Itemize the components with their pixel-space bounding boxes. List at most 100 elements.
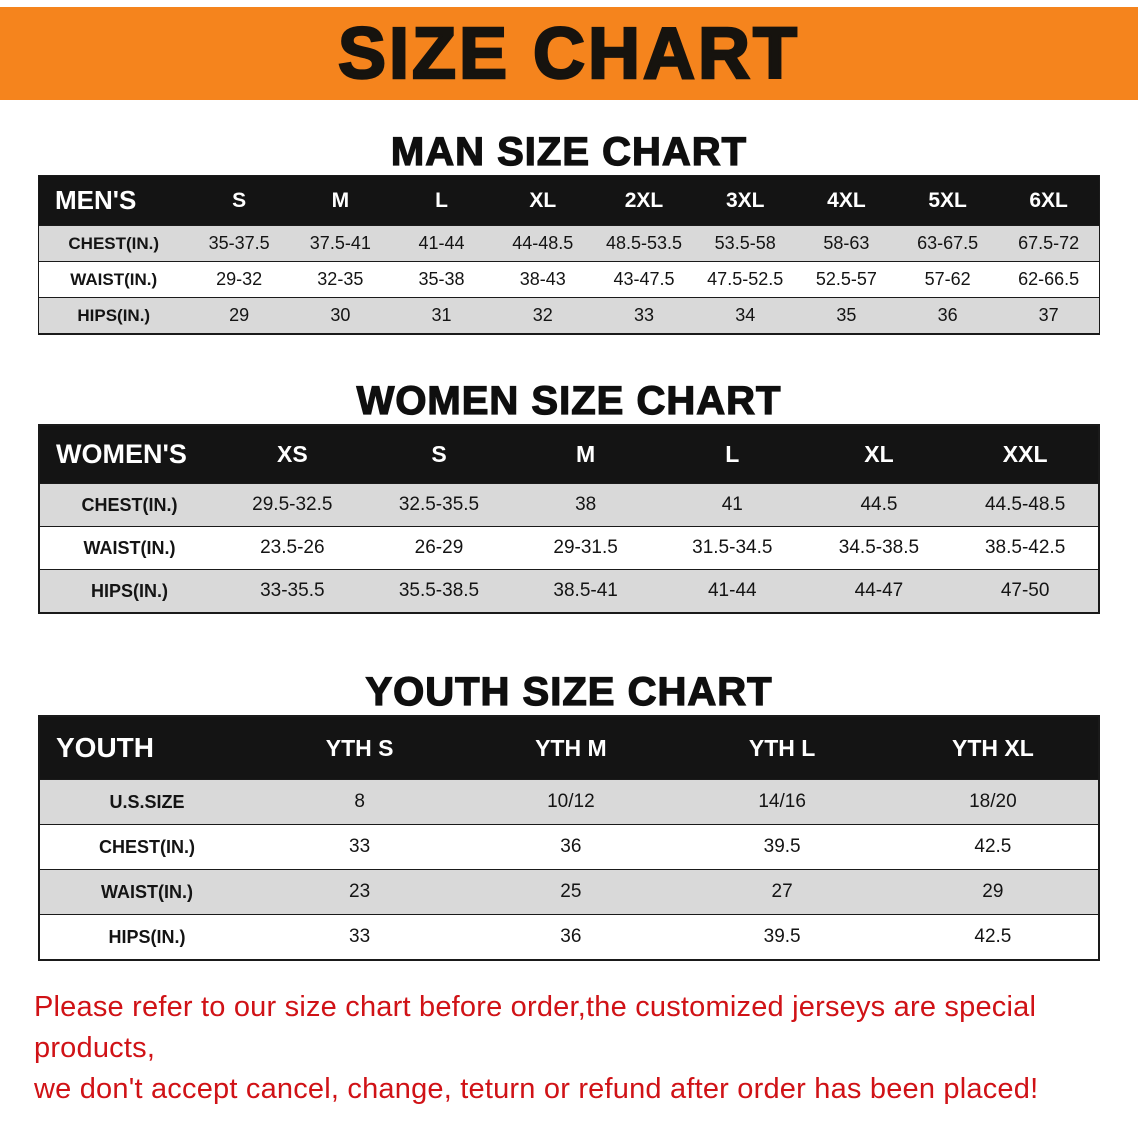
size-value-cell: 41 xyxy=(721,494,743,515)
table-header-row: MEN'S S M L XL 2XL 3XL 4XL 5XL 6XL xyxy=(38,175,1100,226)
size-column-header: YTH L xyxy=(676,716,888,780)
size-value-cell: 23 xyxy=(349,881,371,902)
size-value-cell: 18/20 xyxy=(969,791,1017,812)
row-label-cell: WAIST(IN.) xyxy=(70,269,158,289)
row-label-cell: CHEST(IN.) xyxy=(68,233,160,253)
banner-title: SIZE CHART xyxy=(337,13,800,94)
women-size-section: WOMEN SIZE CHART WOMEN'S XS S M L XL XXL CHEST(… xyxy=(0,378,1138,614)
size-value-cell: 35-38 xyxy=(418,269,465,289)
size-column-header: XS xyxy=(219,425,366,484)
size-value-cell: 57-62 xyxy=(924,269,971,289)
man-size-heading: MAN SIZE CHART xyxy=(390,129,748,174)
women-size-table: WOMEN'S XS S M L XL XXL CHEST(IN.) 29.5-32.5 32.5… xyxy=(38,424,1100,614)
women-size-heading: WOMEN SIZE CHART xyxy=(356,378,782,423)
size-column-header: XL xyxy=(492,175,594,226)
size-value-cell: 52.5-57 xyxy=(815,269,877,289)
man-size-table: MEN'S S M L XL 2XL 3XL 4XL 5XL 6XL CHEST(IN.) 35-37… xyxy=(38,175,1100,335)
size-value-cell: 38 xyxy=(575,494,597,515)
size-value-cell: 29 xyxy=(229,305,250,325)
size-value-cell: 8 xyxy=(354,791,365,812)
table-row: WAIST(IN.) 23 25 27 29 xyxy=(39,869,1099,915)
row-label-cell: WAIST(IN.) xyxy=(101,881,193,902)
size-value-cell: 36 xyxy=(937,305,958,325)
table-title-cell: MEN'S xyxy=(38,175,189,226)
table-row: CHEST(IN.) 29.5-32.5 32.5-35.5 38 41 44.5 44.5… xyxy=(39,483,1099,527)
table-title-cell: YOUTH xyxy=(39,716,254,780)
size-value-cell: 44-47 xyxy=(854,580,904,601)
row-label-cell: U.S.SIZE xyxy=(109,791,185,812)
size-column-header: 6XL xyxy=(998,175,1100,226)
size-column-header: 2XL xyxy=(593,175,695,226)
size-chart-banner: SIZE CHART xyxy=(0,7,1138,100)
size-value-cell: 42.5 xyxy=(974,836,1012,857)
size-value-cell: 33-35.5 xyxy=(260,580,325,601)
size-value-cell: 39.5 xyxy=(763,836,801,857)
size-column-header: 3XL xyxy=(694,175,796,226)
size-column-header: YTH S xyxy=(254,716,466,780)
row-label-cell: WAIST(IN.) xyxy=(83,537,176,558)
size-value-cell: 31 xyxy=(431,305,452,325)
size-value-cell: 34 xyxy=(735,305,756,325)
row-label-cell: HIPS(IN.) xyxy=(77,305,151,325)
size-value-cell: 41-44 xyxy=(418,233,465,253)
size-value-cell: 39.5 xyxy=(763,926,801,947)
row-label-cell: HIPS(IN.) xyxy=(90,580,168,601)
size-value-cell: 29-31.5 xyxy=(553,537,618,558)
size-value-cell: 37.5-41 xyxy=(309,233,371,253)
size-value-cell: 42.5 xyxy=(974,926,1012,947)
size-column-header: L xyxy=(390,175,493,226)
size-column-header: M xyxy=(289,175,391,226)
size-column-header: S xyxy=(188,175,290,226)
size-column-header: XL xyxy=(805,425,953,484)
size-column-header: L xyxy=(658,425,806,484)
size-value-cell: 38.5-42.5 xyxy=(984,537,1066,558)
size-value-cell: 35-37.5 xyxy=(208,233,270,253)
size-value-cell: 53.5-58 xyxy=(714,233,776,253)
row-label-cell: CHEST(IN.) xyxy=(81,494,178,515)
size-value-cell: 62-66.5 xyxy=(1018,269,1080,289)
disclaimer-line-1: Please refer to our size chart before or… xyxy=(34,991,1037,1065)
size-value-cell: 23.5-26 xyxy=(260,537,325,558)
size-column-header: YTH M xyxy=(465,716,677,780)
size-value-cell: 44-48.5 xyxy=(512,233,574,253)
size-column-header: 5XL xyxy=(897,175,999,226)
size-value-cell: 27 xyxy=(771,881,793,902)
size-column-header: XXL xyxy=(952,425,1099,484)
table-header-row: YOUTH YTH S YTH M YTH L YTH XL xyxy=(39,716,1099,780)
size-value-cell: 43-47.5 xyxy=(613,269,675,289)
table-row: WAIST(IN.) 29-32 32-35 35-38 38-43 43-47.5 47.… xyxy=(38,261,1100,298)
size-value-cell: 26-29 xyxy=(414,537,464,558)
size-value-cell: 33 xyxy=(349,836,371,857)
table-row: HIPS(IN.) 29 30 31 32 33 34 35 36 37 xyxy=(38,297,1100,334)
table-row: HIPS(IN.) 33 36 39.5 42.5 xyxy=(39,914,1099,960)
size-value-cell: 29 xyxy=(982,881,1004,902)
table-header-row: WOMEN'S XS S M L XL XXL xyxy=(39,425,1099,484)
size-value-cell: 32-35 xyxy=(317,269,364,289)
size-value-cell: 29.5-32.5 xyxy=(252,494,333,515)
table-row: U.S.SIZE 8 10/12 14/16 18/20 xyxy=(39,779,1099,825)
size-value-cell: 63-67.5 xyxy=(917,233,979,253)
disclaimer-text: Please refer to our size chart before or… xyxy=(0,987,1138,1111)
size-value-cell: 31.5-34.5 xyxy=(692,537,773,558)
table-row: WAIST(IN.) 23.5-26 26-29 29-31.5 31.5-34.5 34… xyxy=(39,526,1099,570)
size-value-cell: 30 xyxy=(330,305,351,325)
size-column-header: 4XL xyxy=(795,175,898,226)
size-value-cell: 44.5-48.5 xyxy=(984,494,1066,515)
size-value-cell: 38.5-41 xyxy=(553,580,618,601)
size-value-cell: 29-32 xyxy=(216,269,263,289)
youth-size-section: YOUTH SIZE CHART YOUTH YTH S YTH M YTH L YTH… xyxy=(0,669,1138,961)
youth-size-heading: YOUTH SIZE CHART xyxy=(365,669,773,714)
table-title-cell: WOMEN'S xyxy=(39,425,219,484)
size-value-cell: 10/12 xyxy=(547,791,595,812)
size-column-header: YTH XL xyxy=(887,716,1099,780)
size-value-cell: 36 xyxy=(560,836,582,857)
table-row: HIPS(IN.) 33-35.5 35.5-38.5 38.5-41 41-44 44-… xyxy=(39,569,1099,613)
size-value-cell: 38-43 xyxy=(519,269,566,289)
size-value-cell: 47-50 xyxy=(1000,580,1050,601)
size-value-cell: 44.5 xyxy=(860,494,898,515)
size-value-cell: 25 xyxy=(560,881,582,902)
size-value-cell: 14/16 xyxy=(758,791,806,812)
size-value-cell: 47.5-52.5 xyxy=(707,269,784,289)
youth-size-table: YOUTH YTH S YTH M YTH L YTH XL U.S.SIZE 8 10/12… xyxy=(38,715,1100,961)
table-row: CHEST(IN.) 35-37.5 37.5-41 41-44 44-48.5 48.5… xyxy=(38,225,1100,262)
